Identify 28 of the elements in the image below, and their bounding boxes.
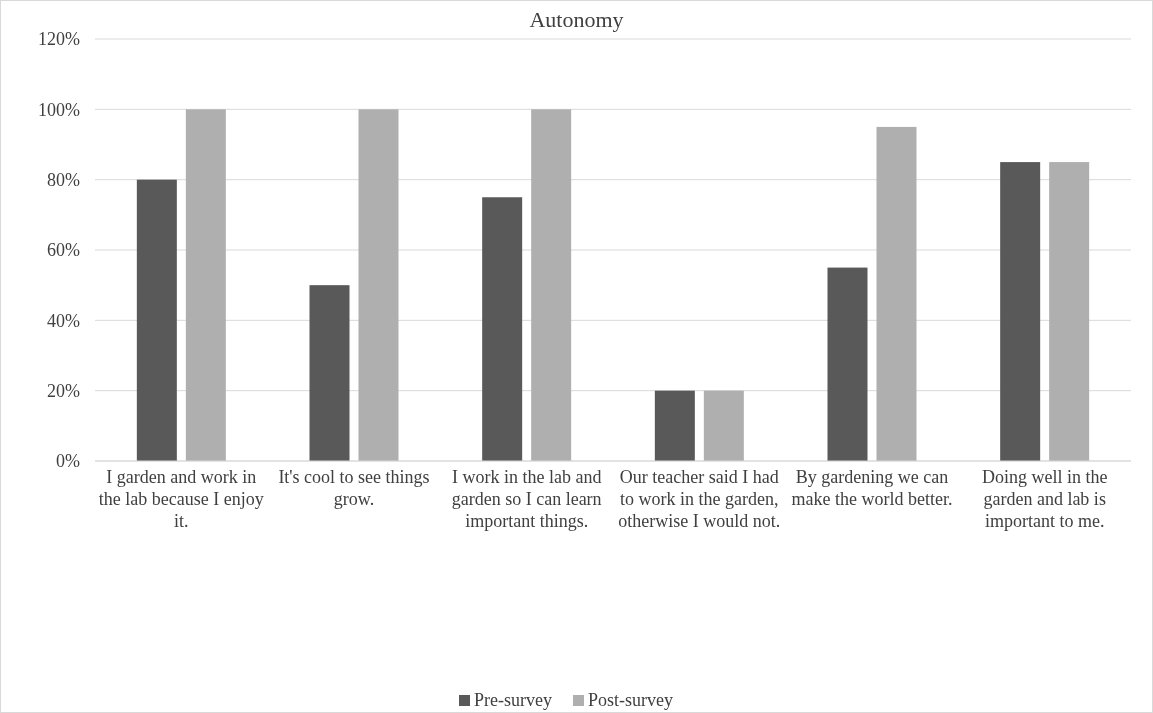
y-tick-label: 120% bbox=[38, 29, 80, 50]
chart-title: Autonomy bbox=[529, 7, 624, 32]
y-tick-label: 0% bbox=[56, 451, 80, 472]
x-tick-label: It's cool to see things grow. bbox=[278, 467, 430, 509]
legend-label: Post-survey bbox=[587, 690, 673, 710]
y-tick-label: 80% bbox=[47, 169, 80, 190]
bar bbox=[703, 390, 744, 461]
bar bbox=[358, 109, 399, 461]
bar bbox=[185, 109, 226, 461]
x-tick-label: I garden and work in the lab because I enjoy it. bbox=[98, 467, 264, 531]
y-tick-label: 100% bbox=[38, 99, 80, 120]
bar bbox=[1000, 162, 1041, 461]
bar bbox=[531, 109, 572, 461]
x-tick-label: Doing well in the garden and lab is important to me. bbox=[981, 467, 1108, 531]
y-tick-label: 20% bbox=[47, 380, 80, 401]
bar bbox=[136, 179, 177, 461]
x-tick-label: By gardening we can make the world better. bbox=[791, 467, 953, 509]
legend-label: Pre-survey bbox=[474, 690, 552, 710]
bar bbox=[654, 390, 695, 461]
bar bbox=[827, 267, 868, 461]
x-tick-label: I work in the lab and garden so I can learn important things. bbox=[451, 467, 602, 531]
bar bbox=[1049, 162, 1090, 461]
y-tick-label: 60% bbox=[47, 240, 80, 261]
bar bbox=[876, 126, 917, 461]
y-tick-label: 40% bbox=[47, 310, 80, 331]
bar bbox=[309, 285, 350, 461]
x-tick-label: Our teacher said I had to work in the garden, otherwise I would not. bbox=[618, 467, 781, 531]
bar bbox=[482, 197, 523, 461]
